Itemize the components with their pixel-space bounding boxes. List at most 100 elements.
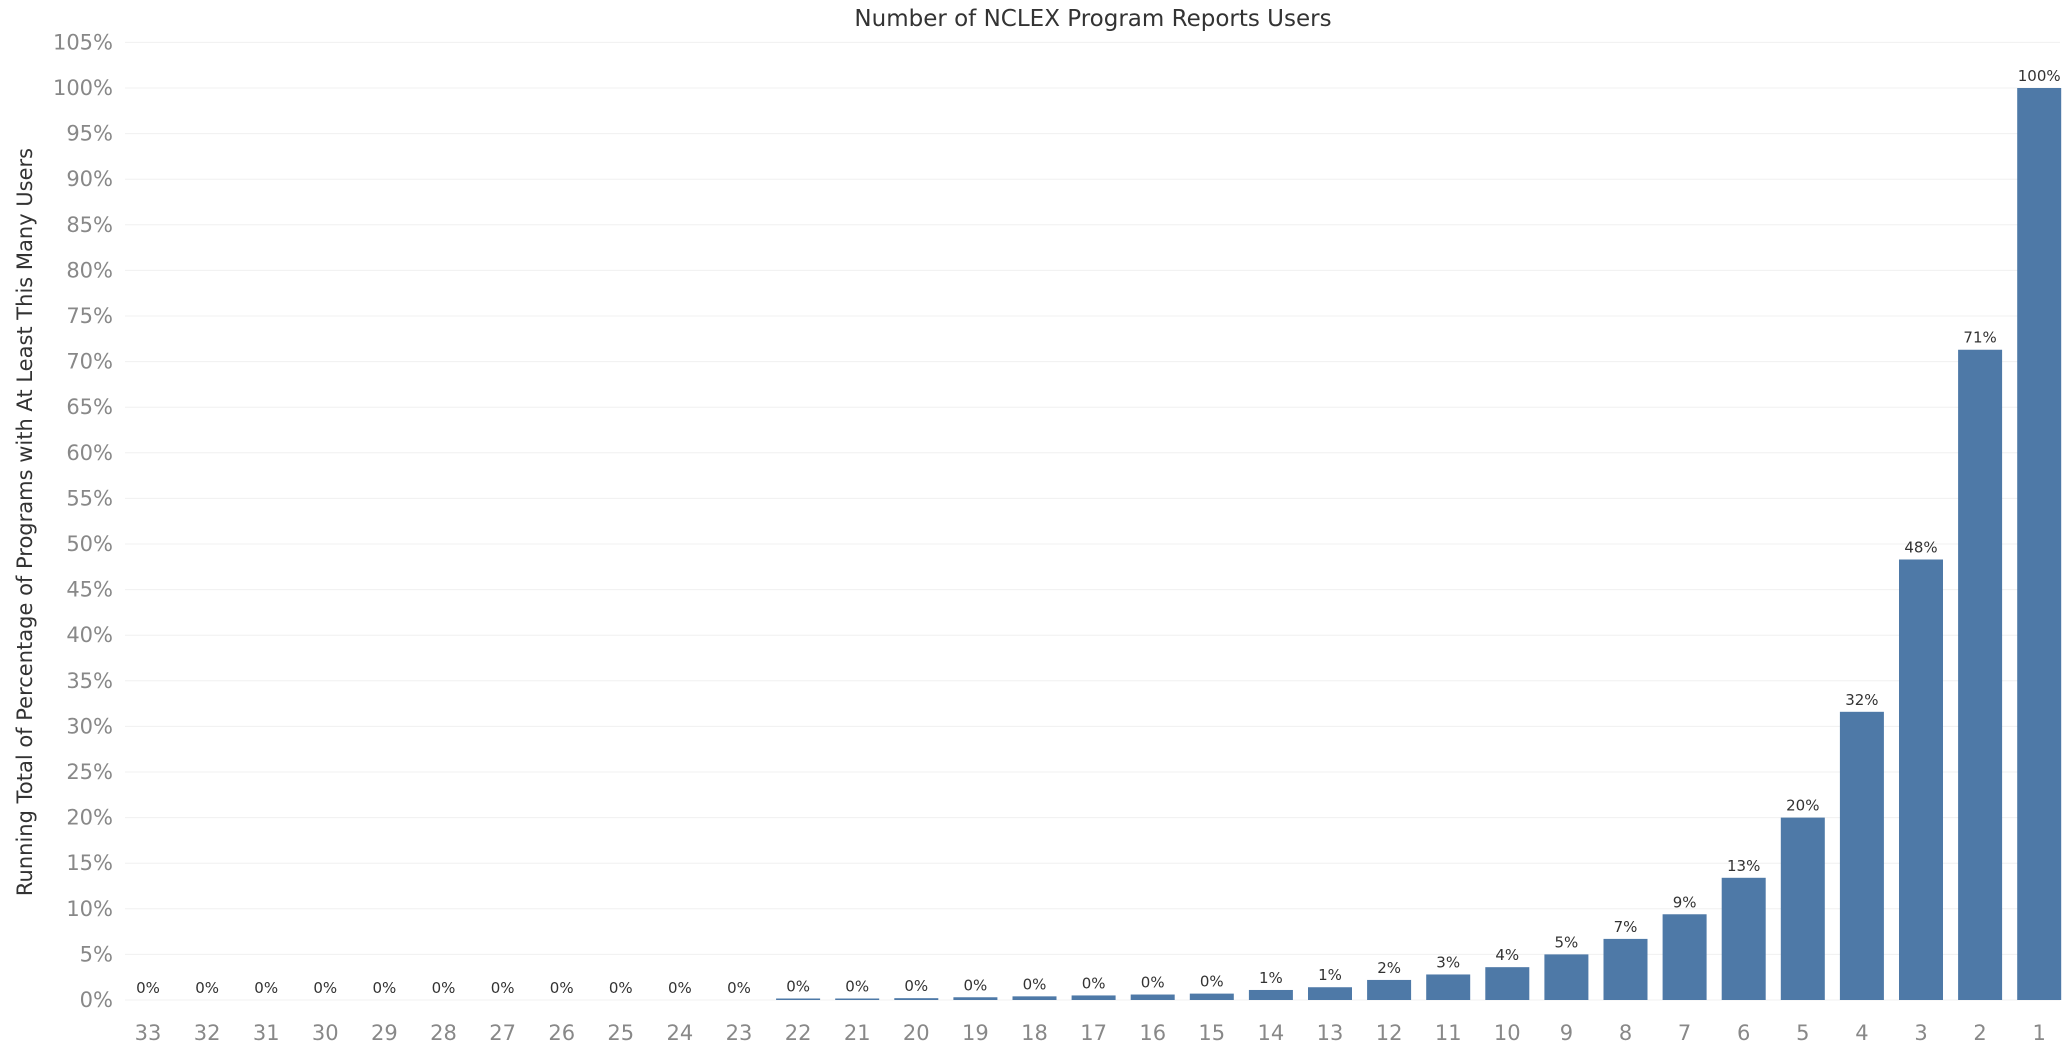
bar	[2017, 88, 2062, 1000]
x-tick-label: 16	[1139, 1021, 1166, 1045]
data-label: 9%	[1673, 893, 1697, 911]
y-tick-label: 0%	[80, 988, 113, 1012]
bar	[1721, 877, 1766, 1000]
data-label: 71%	[1963, 329, 1996, 347]
data-label: 0%	[491, 979, 515, 997]
data-label: 48%	[1904, 539, 1937, 557]
x-tick-label: 31	[253, 1021, 280, 1045]
y-tick-label: 35%	[66, 669, 113, 693]
data-label: 32%	[1845, 691, 1878, 709]
bar	[1308, 987, 1352, 1000]
bar	[1485, 967, 1530, 1000]
x-tick-label: 27	[489, 1021, 516, 1045]
x-axis-ticks: 33 32 31 30 29 28 27 26 25 24 23 22 21 20 19 18 17 16 15 14…	[135, 1021, 2046, 1045]
bar	[1367, 979, 1412, 1000]
data-label: 4%	[1495, 946, 1519, 964]
data-label: 0%	[1023, 975, 1047, 993]
x-tick-label: 23	[726, 1021, 753, 1045]
y-tick-label: 65%	[66, 395, 113, 419]
y-tick-label: 40%	[66, 623, 113, 647]
y-tick-label: 80%	[66, 258, 113, 282]
x-tick-label: 10	[1494, 1021, 1521, 1045]
data-label: 3%	[1436, 953, 1460, 971]
x-tick-label: 3	[1914, 1021, 1927, 1045]
x-tick-label: 26	[548, 1021, 575, 1045]
bar	[1662, 914, 1707, 1000]
bar	[1780, 817, 1825, 1000]
chart-title: Number of NCLEX Program Reports Users	[854, 6, 1331, 32]
data-labels: 0% 0% 0% 0% 0% 0% 0% 0% 0% 0% 0% 0% 0% 0% 0% 0% 0% 0% 0% 1%…	[136, 67, 2061, 997]
data-label: 0%	[845, 978, 869, 996]
bar	[1899, 559, 1943, 1000]
y-tick-label: 50%	[66, 532, 113, 556]
x-tick-label: 28	[430, 1021, 457, 1045]
bar	[1071, 995, 1116, 1000]
data-label: 0%	[904, 977, 928, 995]
y-tick-label: 90%	[66, 167, 113, 191]
bar	[1958, 349, 2003, 1000]
x-tick-label: 29	[371, 1021, 398, 1045]
x-tick-label: 18	[1021, 1021, 1048, 1045]
data-label: 0%	[668, 979, 692, 997]
y-tick-label: 5%	[80, 942, 113, 966]
x-tick-label: 2	[1973, 1021, 1986, 1045]
y-tick-label: 85%	[66, 213, 113, 237]
x-tick-label: 9	[1560, 1021, 1573, 1045]
bar	[1544, 954, 1589, 1000]
data-label: 0%	[550, 979, 574, 997]
y-tick-label: 100%	[53, 76, 113, 100]
x-tick-label: 6	[1737, 1021, 1750, 1045]
data-label: 0%	[432, 979, 456, 997]
y-axis-ticks: 0% 5% 10% 15% 20% 25% 30% 35% 40% 45% 50% 55% 60% 65%…	[53, 30, 113, 1012]
y-tick-label: 75%	[66, 304, 113, 328]
data-label: 0%	[1141, 974, 1165, 992]
y-tick-label: 10%	[66, 897, 113, 921]
bar	[1839, 711, 1884, 1000]
x-tick-label: 5	[1796, 1021, 1809, 1045]
y-tick-label: 25%	[66, 760, 113, 784]
data-label: 100%	[2018, 67, 2061, 85]
y-tick-label: 95%	[66, 122, 113, 146]
x-tick-label: 14	[1258, 1021, 1285, 1045]
data-label: 0%	[136, 979, 160, 997]
y-tick-label: 15%	[66, 851, 113, 875]
data-label: 0%	[373, 979, 397, 997]
data-label: 5%	[1555, 933, 1579, 951]
x-tick-label: 20	[903, 1021, 930, 1045]
x-tick-label: 8	[1619, 1021, 1632, 1045]
data-label: 7%	[1614, 918, 1638, 936]
x-tick-label: 12	[1376, 1021, 1403, 1045]
x-tick-label: 11	[1435, 1021, 1462, 1045]
bar	[1248, 989, 1293, 1000]
x-tick-label: 15	[1198, 1021, 1225, 1045]
data-label: 0%	[195, 979, 219, 997]
x-tick-label: 7	[1678, 1021, 1691, 1045]
y-axis-title: Running Total of Percentage of Programs …	[13, 148, 37, 896]
bar	[1603, 938, 1648, 1000]
y-tick-label: 45%	[66, 578, 113, 602]
bar	[1012, 996, 1057, 1000]
bars	[776, 88, 2062, 1000]
y-tick-label: 55%	[66, 486, 113, 510]
bar	[1426, 974, 1471, 1000]
data-label: 0%	[609, 979, 633, 997]
bar	[835, 998, 880, 1000]
gridlines	[125, 41, 2060, 1001]
x-tick-label: 21	[844, 1021, 871, 1045]
data-label: 0%	[727, 979, 751, 997]
data-label: 0%	[1200, 973, 1224, 991]
data-label: 1%	[1318, 966, 1342, 984]
data-label: 0%	[1082, 974, 1106, 992]
x-tick-label: 13	[1317, 1021, 1344, 1045]
x-tick-label: 19	[962, 1021, 989, 1045]
x-tick-label: 30	[312, 1021, 339, 1045]
data-label: 0%	[313, 979, 337, 997]
x-tick-label: 4	[1855, 1021, 1868, 1045]
x-tick-label: 22	[785, 1021, 812, 1045]
y-tick-label: 20%	[66, 806, 113, 830]
bar	[894, 998, 939, 1000]
data-label: 0%	[964, 976, 988, 994]
bar	[1130, 994, 1175, 1000]
data-label: 0%	[254, 979, 278, 997]
